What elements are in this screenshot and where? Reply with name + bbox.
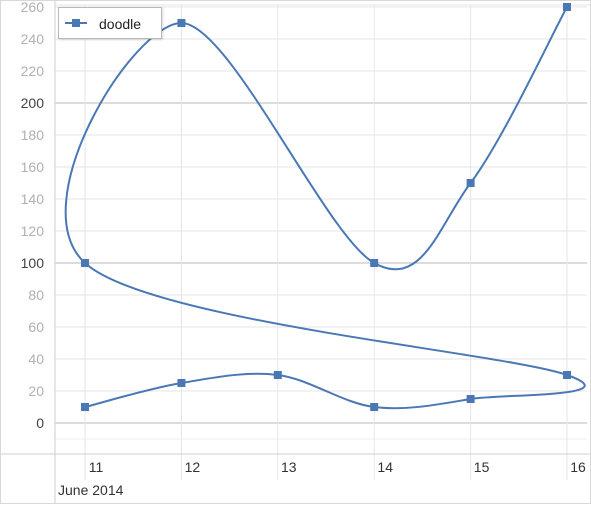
data-point-marker[interactable] xyxy=(177,19,185,27)
x-tick-label: 13 xyxy=(281,459,297,475)
legend-swatch-icon xyxy=(65,16,87,30)
data-point-marker[interactable] xyxy=(467,179,475,187)
y-tick-label: 140 xyxy=(21,191,45,207)
series-layer xyxy=(66,3,585,411)
y-tick-label: 20 xyxy=(28,383,44,399)
y-tick-label: 180 xyxy=(21,127,45,143)
data-point-marker[interactable] xyxy=(81,259,89,267)
y-tick-label: 80 xyxy=(28,287,44,303)
data-point-marker[interactable] xyxy=(81,403,89,411)
y-axis-tick-labels: 0 20 40 60 80 100 120 140 160 180 200 220 240 260 xyxy=(21,0,45,431)
legend[interactable]: doodle xyxy=(58,7,162,39)
data-point-marker[interactable] xyxy=(563,3,571,11)
data-point-marker[interactable] xyxy=(563,371,571,379)
data-point-marker[interactable] xyxy=(177,379,185,387)
x-tick-label: 16 xyxy=(570,459,586,475)
x-axis-tick-labels: 11 12 13 14 15 16 xyxy=(89,459,586,475)
y-tick-label: 160 xyxy=(21,159,45,175)
y-tick-label: 40 xyxy=(28,351,44,367)
y-tick-label: 0 xyxy=(36,415,44,431)
y-tick-label: 120 xyxy=(21,223,45,239)
data-point-marker[interactable] xyxy=(370,403,378,411)
x-tick-label: 15 xyxy=(474,459,490,475)
series-line-doodle xyxy=(66,7,585,408)
grid-lines xyxy=(55,5,587,480)
y-tick-label: 240 xyxy=(21,31,45,47)
y-tick-label: 200 xyxy=(21,95,45,111)
data-point-marker[interactable] xyxy=(370,259,378,267)
x-tick-label: 14 xyxy=(377,459,393,475)
x-tick-label: 11 xyxy=(89,459,104,475)
x-axis-title: June 2014 xyxy=(58,482,123,498)
y-tick-label: 100 xyxy=(21,255,45,271)
legend-label-doodle: doodle xyxy=(99,16,141,32)
y-tick-label: 220 xyxy=(21,63,45,79)
x-tick-label: 12 xyxy=(185,459,201,475)
y-tick-label: 60 xyxy=(28,319,44,335)
data-point-marker[interactable] xyxy=(467,395,475,403)
y-tick-label: 260 xyxy=(21,0,45,15)
data-point-marker[interactable] xyxy=(274,371,282,379)
